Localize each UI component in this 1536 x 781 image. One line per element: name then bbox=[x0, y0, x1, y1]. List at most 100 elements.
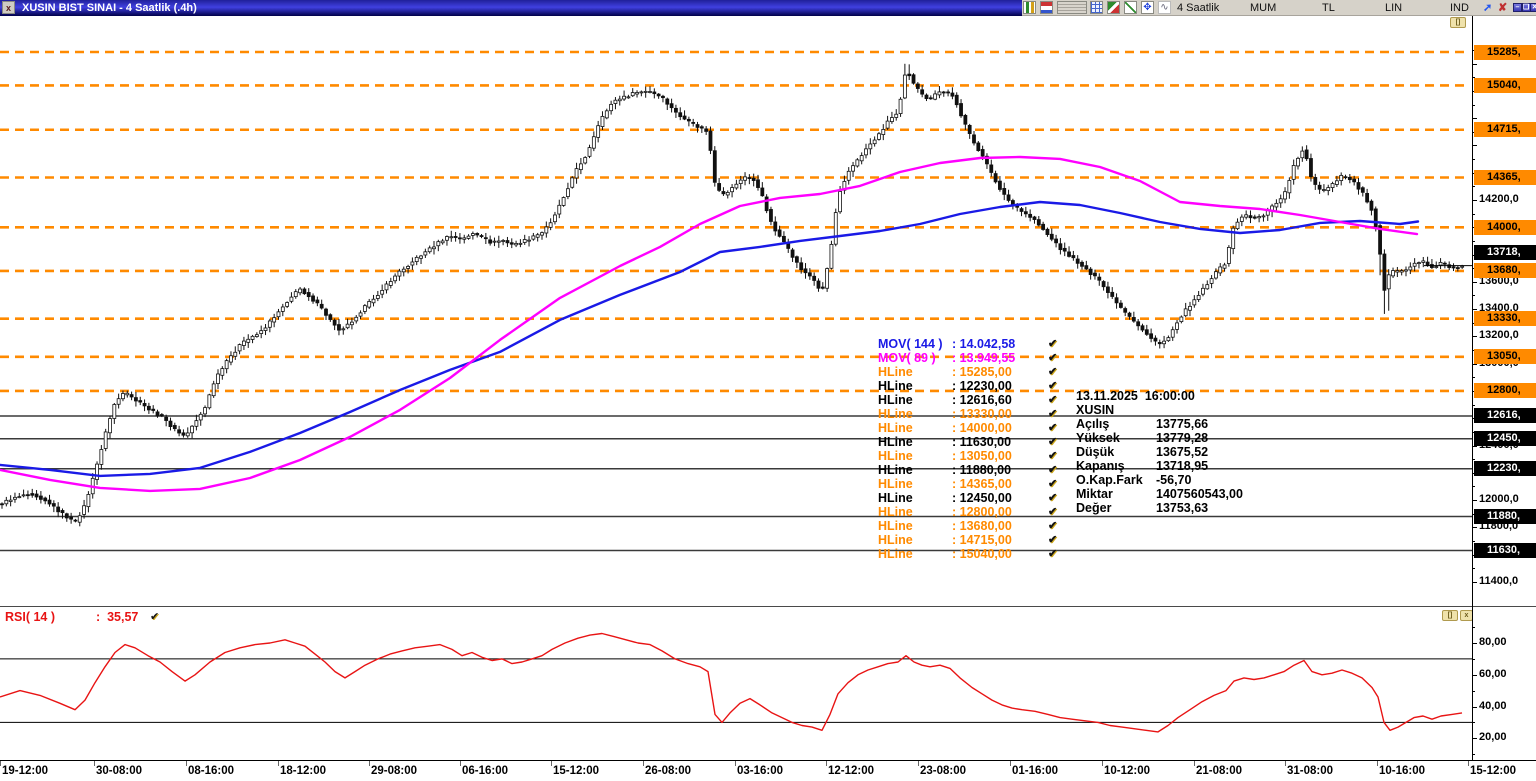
legend-item-name: HLine bbox=[878, 533, 913, 547]
legend-check-icon[interactable]: ✔ bbox=[1048, 422, 1058, 434]
legend-item-value: : 11630,00 bbox=[952, 435, 1012, 449]
price-tick-label: 13200,0 bbox=[1479, 329, 1519, 341]
rsi-restore-button[interactable]: [] bbox=[1442, 610, 1458, 621]
share-arrow-icon[interactable]: ➚ bbox=[1483, 2, 1493, 14]
time-axis-tick bbox=[278, 761, 279, 766]
time-tick-label: 23-08:00 bbox=[920, 765, 967, 777]
toolbar-button-4-saatlik[interactable]: 4 Saatlik bbox=[1177, 2, 1220, 14]
toolbar-button-tl[interactable]: TL bbox=[1322, 2, 1335, 14]
price-axis-tick bbox=[1472, 241, 1475, 242]
time-axis-tick bbox=[460, 761, 461, 766]
indicator-wave-icon[interactable]: ∿ bbox=[1158, 1, 1171, 14]
price-axis-tick bbox=[1472, 405, 1475, 406]
rsi-check-icon[interactable]: ✔ bbox=[150, 611, 160, 623]
legend-check-icon[interactable]: ✔ bbox=[1048, 450, 1058, 462]
price-axis-tick bbox=[1472, 364, 1477, 365]
price-axis-tick bbox=[1472, 118, 1477, 119]
price-axis-tick bbox=[1472, 459, 1475, 460]
price-axis-tick bbox=[1472, 309, 1477, 310]
info-label: Değer bbox=[1076, 501, 1112, 515]
time-tick-label: 10-16:00 bbox=[1379, 765, 1426, 777]
window-titlebar[interactable]: x XUSIN BIST SINAI - 4 Saatlik (.4h) bbox=[0, 0, 1022, 16]
time-axis-tick bbox=[1377, 761, 1378, 766]
legend-check-icon[interactable]: ✔ bbox=[1048, 534, 1058, 546]
matrix-grid-icon[interactable] bbox=[1090, 1, 1103, 14]
time-axis-tick bbox=[1194, 761, 1195, 766]
window-close-icon[interactable]: ✕ bbox=[1530, 3, 1536, 12]
time-axis-tick bbox=[369, 761, 370, 766]
toolbar-button-lin[interactable]: LIN bbox=[1385, 2, 1403, 14]
legend-item-name: HLine bbox=[878, 435, 913, 449]
legend-item-value: : 13.949,55 bbox=[952, 351, 1016, 365]
legend-check-icon[interactable]: ✔ bbox=[1048, 464, 1058, 476]
info-label: Yüksek bbox=[1076, 431, 1120, 445]
toolbar-button-mum[interactable]: MUM bbox=[1250, 2, 1277, 14]
time-axis-tick bbox=[94, 761, 95, 766]
legend-check-icon[interactable]: ✔ bbox=[1048, 506, 1058, 518]
info-value: 13753,63 bbox=[1156, 501, 1209, 515]
rsi-tick-label: 80,00 bbox=[1479, 636, 1507, 648]
price-axis-tick bbox=[1472, 145, 1477, 146]
legend-check-icon[interactable]: ✔ bbox=[1048, 520, 1058, 532]
time-axis-tick bbox=[1285, 761, 1286, 766]
report-page-icon[interactable] bbox=[1040, 1, 1053, 14]
close-icon[interactable]: x bbox=[2, 1, 15, 14]
minimize-icon[interactable]: – bbox=[1513, 3, 1522, 12]
price-axis-tick bbox=[1472, 200, 1477, 201]
restore-icon[interactable]: ❏ bbox=[1521, 3, 1531, 12]
mov144-line bbox=[0, 200, 1420, 478]
legend-check-icon[interactable]: ✔ bbox=[1048, 408, 1058, 420]
hline-price-box: 15040, bbox=[1474, 78, 1536, 93]
legend-item-value: : 11880,00 bbox=[952, 463, 1012, 477]
tools-icon[interactable]: ✘ bbox=[1498, 2, 1508, 14]
rsi-pane bbox=[0, 632, 1472, 733]
legend-check-icon[interactable]: ✔ bbox=[1048, 380, 1058, 392]
pane-splitter[interactable] bbox=[0, 606, 1536, 607]
info-value: 1407560543,00 bbox=[1156, 487, 1243, 501]
legend-check-icon[interactable]: ✔ bbox=[1048, 436, 1058, 448]
hline-price-box: 14715, bbox=[1474, 122, 1536, 137]
rsi-tick-label: 40,00 bbox=[1479, 700, 1507, 712]
legend-item-value: : 13680,00 bbox=[952, 519, 1012, 533]
legend-check-icon[interactable]: ✔ bbox=[1048, 366, 1058, 378]
favorites-chart-icon[interactable] bbox=[1023, 1, 1036, 14]
price-axis-tick bbox=[1472, 446, 1477, 447]
toolbar-button-ind[interactable]: IND bbox=[1450, 2, 1469, 14]
mini-chart-icon[interactable] bbox=[1107, 1, 1120, 14]
legend-check-icon[interactable]: ✔ bbox=[1048, 548, 1058, 560]
rsi-axis-tick bbox=[1472, 722, 1475, 723]
legend-item-value: : 15040,00 bbox=[952, 547, 1012, 561]
time-axis-tick bbox=[918, 761, 919, 766]
price-axis-tick bbox=[1472, 105, 1475, 106]
legend-check-icon[interactable]: ✔ bbox=[1048, 338, 1058, 350]
price-axis-tick bbox=[1472, 323, 1475, 324]
legend-item-value: : 12800,00 bbox=[952, 505, 1012, 519]
main-chart-canvas[interactable] bbox=[0, 0, 1472, 760]
time-tick-label: 21-08:00 bbox=[1196, 765, 1243, 777]
time-tick-label: 01-16:00 bbox=[1012, 765, 1059, 777]
legend-check-icon[interactable]: ✔ bbox=[1048, 478, 1058, 490]
legend-item-name: HLine bbox=[878, 393, 913, 407]
time-tick-label: 29-08:00 bbox=[371, 765, 418, 777]
legend-check-icon[interactable]: ✔ bbox=[1048, 352, 1058, 364]
price-panel-icon[interactable] bbox=[1057, 1, 1087, 14]
price-axis-tick bbox=[1472, 432, 1475, 433]
legend-check-icon[interactable]: ✔ bbox=[1048, 394, 1058, 406]
toolbar: ✥ ∿ 4 Saatlik MUM TL LIN IND ➚ ✘ – ❏ ✕ bbox=[1022, 0, 1536, 16]
draw-line-icon[interactable] bbox=[1124, 1, 1137, 14]
orange-hlines bbox=[0, 50, 1466, 393]
hline-price-box: 12616, bbox=[1474, 408, 1536, 423]
time-tick-label: 15-12:00 bbox=[553, 765, 600, 777]
chart-restore-button[interactable]: [] bbox=[1450, 17, 1466, 28]
price-axis-line bbox=[1472, 16, 1473, 760]
info-value: 13779,28 bbox=[1156, 431, 1209, 445]
hline-price-box: 12230, bbox=[1474, 461, 1536, 476]
rsi-axis-tick bbox=[1472, 754, 1475, 755]
price-tick-label: 13600,0 bbox=[1479, 275, 1519, 287]
legend-item-value: : 15285,00 bbox=[952, 365, 1012, 379]
legend-item-name: MOV( 144 ) bbox=[878, 337, 943, 351]
price-axis-tick bbox=[1472, 186, 1475, 187]
legend-check-icon[interactable]: ✔ bbox=[1048, 492, 1058, 504]
navigate-icon[interactable]: ✥ bbox=[1141, 1, 1154, 14]
info-label: Açılış bbox=[1076, 417, 1110, 431]
